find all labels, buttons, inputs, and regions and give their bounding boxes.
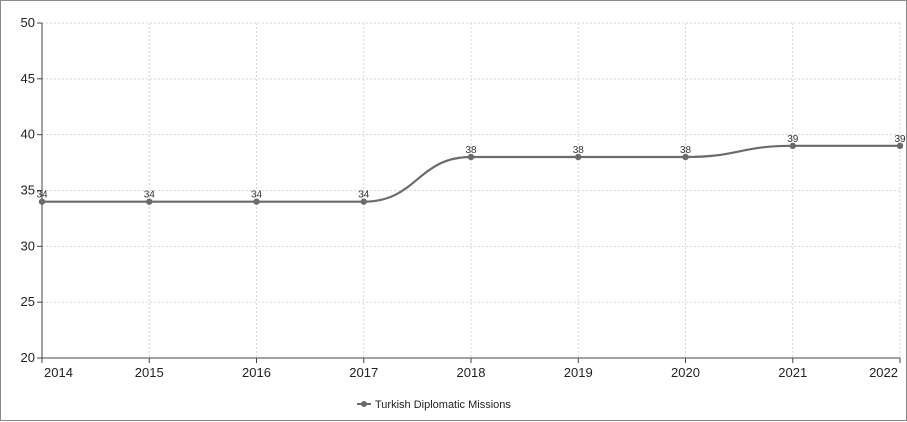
data-label: 34 bbox=[36, 190, 48, 201]
x-tick-label: 2019 bbox=[564, 365, 593, 380]
y-tick-label: 40 bbox=[21, 127, 35, 142]
data-label: 34 bbox=[358, 190, 370, 201]
data-label: 34 bbox=[251, 190, 263, 201]
data-label: 39 bbox=[894, 134, 906, 145]
x-tick-label: 2017 bbox=[349, 365, 378, 380]
data-point bbox=[682, 153, 689, 161]
legend[interactable]: Turkish Diplomatic Missions bbox=[357, 399, 511, 411]
data-point bbox=[146, 198, 153, 205]
axes: 20 25 30 35 40 45 50 2014 2015 2016 2017 2018 2019 20… bbox=[21, 15, 901, 380]
y-tick-label: 25 bbox=[21, 294, 35, 309]
data-point bbox=[789, 142, 796, 150]
legend-label: Turkish Diplomatic Missions bbox=[375, 399, 511, 411]
x-tick-label: 2020 bbox=[671, 365, 700, 380]
x-tick-label: 2022 bbox=[869, 365, 898, 380]
grid-lines bbox=[42, 22, 901, 358]
x-tick-label: 2016 bbox=[242, 365, 271, 380]
y-tick-label: 20 bbox=[21, 350, 35, 365]
data-label: 38 bbox=[680, 145, 692, 156]
x-tick-label: 2015 bbox=[135, 365, 164, 380]
data-label: 38 bbox=[465, 145, 477, 156]
data-label: 39 bbox=[787, 134, 799, 145]
x-tick-label: 2018 bbox=[457, 365, 486, 380]
y-tick-label: 45 bbox=[21, 71, 35, 86]
data-point bbox=[38, 198, 46, 205]
data-point bbox=[575, 153, 582, 161]
data-point bbox=[467, 153, 475, 161]
data-label: 38 bbox=[573, 145, 585, 156]
data-point bbox=[896, 142, 904, 150]
y-tick-label: 35 bbox=[21, 183, 35, 198]
legend-marker-swatch bbox=[361, 401, 367, 407]
x-tick-label: 2014 bbox=[44, 365, 73, 380]
data-labels: 34 34 34 34 38 38 38 39 39 bbox=[36, 134, 906, 201]
data-point bbox=[360, 198, 367, 205]
series-layer bbox=[38, 142, 904, 205]
y-tick-label: 30 bbox=[21, 238, 35, 253]
x-tick-label: 2021 bbox=[778, 365, 807, 380]
y-tick-label: 50 bbox=[21, 15, 35, 30]
data-label: 34 bbox=[144, 190, 156, 201]
data-point bbox=[253, 198, 260, 205]
